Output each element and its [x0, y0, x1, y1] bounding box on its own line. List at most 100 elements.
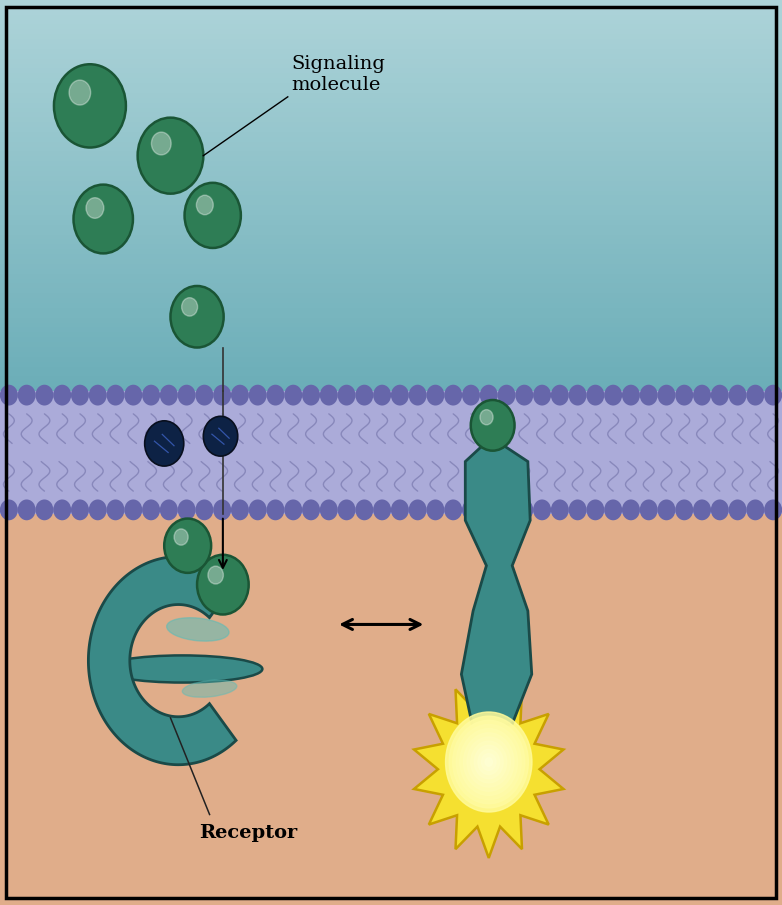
Bar [0, 0, 782, 5]
Circle shape [551, 500, 569, 520]
Circle shape [449, 716, 529, 808]
Circle shape [409, 500, 427, 520]
Circle shape [464, 733, 514, 791]
Circle shape [426, 500, 444, 520]
Circle shape [208, 567, 224, 584]
Circle shape [160, 500, 178, 520]
Circle shape [355, 500, 373, 520]
Circle shape [604, 500, 622, 520]
Bar [0, 259, 782, 264]
Circle shape [181, 298, 198, 316]
Bar [0, 127, 782, 132]
Bar [0, 352, 782, 357]
Bar [0, 367, 782, 371]
Ellipse shape [102, 655, 263, 682]
Bar [0, 308, 782, 313]
Circle shape [764, 500, 782, 520]
Bar [0, 102, 782, 108]
Bar [0, 298, 782, 303]
Circle shape [170, 286, 224, 348]
Bar [0, 224, 782, 230]
Circle shape [138, 118, 203, 194]
Bar [0, 342, 782, 347]
Circle shape [0, 385, 18, 405]
Bar [0, 93, 782, 98]
Circle shape [338, 385, 356, 405]
Circle shape [53, 500, 71, 520]
Circle shape [729, 385, 747, 405]
Circle shape [658, 500, 676, 520]
Bar [0, 303, 782, 308]
Circle shape [482, 754, 496, 770]
Circle shape [457, 725, 521, 799]
Bar [0, 137, 782, 142]
Bar [0, 240, 782, 244]
Circle shape [320, 385, 338, 405]
Bar [0, 362, 782, 367]
Circle shape [106, 385, 124, 405]
Bar [0, 249, 782, 254]
Circle shape [124, 385, 142, 405]
Circle shape [164, 519, 211, 573]
Circle shape [285, 500, 302, 520]
Bar [0, 205, 782, 210]
Bar [0, 147, 782, 151]
Circle shape [69, 80, 91, 105]
Circle shape [106, 500, 124, 520]
Bar [0, 338, 782, 342]
Circle shape [213, 500, 231, 520]
Circle shape [480, 500, 498, 520]
Circle shape [640, 385, 658, 405]
Circle shape [267, 500, 285, 520]
Bar [0, 234, 782, 240]
Circle shape [480, 410, 493, 424]
Circle shape [373, 500, 391, 520]
Bar [0, 171, 782, 176]
Circle shape [444, 500, 462, 520]
Circle shape [54, 64, 126, 148]
Bar [0, 73, 782, 78]
Circle shape [249, 385, 267, 405]
Circle shape [53, 385, 71, 405]
Bar [0, 49, 782, 53]
Circle shape [569, 500, 586, 520]
Circle shape [497, 500, 515, 520]
Circle shape [142, 385, 160, 405]
Circle shape [746, 385, 764, 405]
Circle shape [196, 195, 213, 214]
Circle shape [604, 385, 622, 405]
Circle shape [462, 500, 480, 520]
Circle shape [145, 421, 184, 466]
Bar [0, 215, 782, 220]
Bar [0, 39, 782, 44]
Text: Signaling
molecule: Signaling molecule [292, 55, 386, 94]
Bar [0, 264, 782, 269]
Circle shape [391, 500, 409, 520]
Circle shape [338, 500, 356, 520]
Bar [0, 230, 782, 234]
Circle shape [478, 749, 500, 775]
Bar [0, 5, 782, 10]
Circle shape [497, 385, 515, 405]
Bar [0, 118, 782, 122]
Circle shape [302, 500, 320, 520]
Bar [0, 254, 782, 259]
Bar [0, 381, 782, 386]
Circle shape [462, 385, 480, 405]
Bar [0, 220, 782, 224]
Circle shape [622, 500, 640, 520]
Circle shape [444, 385, 462, 405]
Bar [0, 122, 782, 127]
Ellipse shape [167, 618, 229, 641]
Circle shape [453, 720, 525, 804]
Circle shape [373, 385, 391, 405]
Circle shape [142, 500, 160, 520]
Circle shape [676, 385, 694, 405]
Bar [0, 186, 782, 191]
Circle shape [533, 500, 551, 520]
Polygon shape [88, 557, 236, 765]
Circle shape [285, 385, 302, 405]
Circle shape [485, 757, 493, 767]
Bar [0, 283, 782, 289]
Circle shape [729, 500, 747, 520]
